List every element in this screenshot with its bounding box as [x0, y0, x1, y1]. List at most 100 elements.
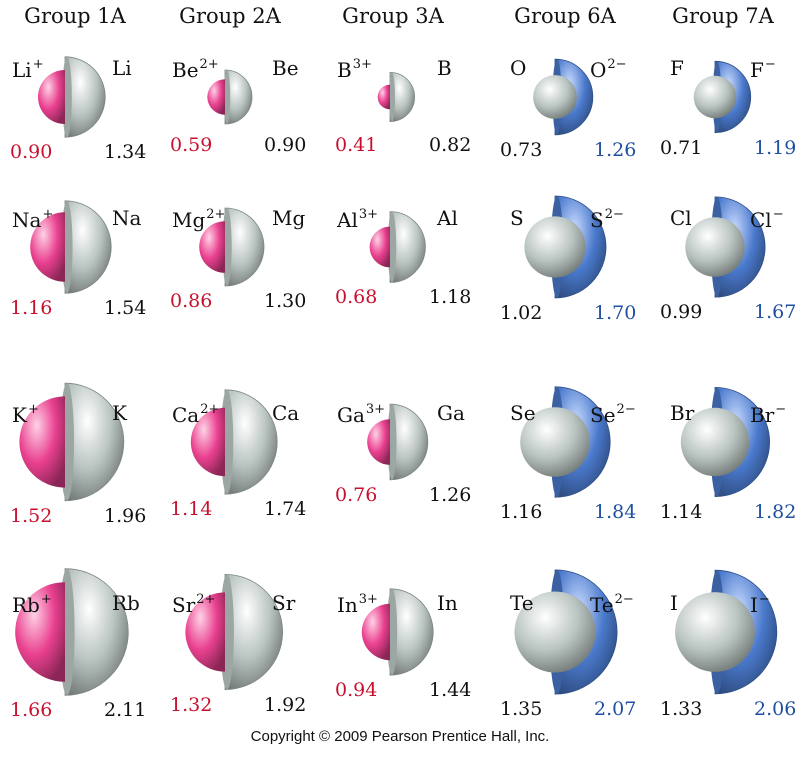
cation-label-ca: Ca2+	[172, 403, 219, 425]
cation-label-be: Be2+	[172, 58, 219, 80]
atom-label-se: Se	[510, 403, 536, 423]
size-comparison-spheres	[361, 588, 434, 676]
cation-label-mg: Mg2+	[172, 208, 225, 230]
element-pair-li: Li+ Li 0.90 1.34	[0, 40, 160, 230]
atom-radius-rb: 2.11	[104, 699, 147, 722]
anion-label-f: F−	[750, 58, 776, 80]
atom-radius-b: 0.82	[429, 134, 472, 156]
atom-radius-li: 1.34	[104, 141, 147, 164]
element-pair-al: Al3+ Al 0.68 1.18	[325, 190, 485, 380]
atom-label-na: Na	[112, 208, 141, 228]
atom-label-ga: Ga	[437, 403, 465, 423]
atom-label-na-symbol: Na	[112, 206, 142, 230]
anion-label-br-symbol: Br	[750, 403, 775, 427]
atom-label-k-symbol: K	[112, 401, 127, 425]
atom-sphere-f	[693, 75, 737, 119]
element-pair-ca: Ca2+ Ca 1.14 1.74	[160, 385, 320, 575]
atom-label-rb: Rb	[112, 593, 140, 613]
atom-label-s: S	[510, 208, 524, 228]
atom-label-ca: Ca	[272, 403, 299, 423]
atom-sphere-br	[680, 407, 750, 477]
anion-label-i-charge: −	[758, 592, 770, 607]
atom-label-te: Te	[510, 593, 534, 613]
anion-label-te-charge: 2−	[614, 592, 634, 607]
cation-label-li: Li+	[12, 58, 44, 80]
atom-sphere-rb	[64, 568, 129, 696]
size-comparison-spheres	[30, 200, 112, 294]
cation-sphere-k	[19, 396, 65, 488]
anion-label-br: Br−	[750, 403, 786, 425]
anion-radius-br: 1.82	[754, 500, 797, 523]
cation-radius-sr: 1.32	[170, 693, 213, 716]
atom-radius-br: 1.14	[660, 500, 703, 523]
cation-sphere-in	[361, 603, 390, 661]
size-comparison-spheres	[367, 403, 429, 481]
atom-label-f-symbol: F	[670, 56, 684, 80]
cation-label-b: B3+	[337, 58, 372, 80]
cation-radius-na: 1.16	[10, 297, 53, 320]
atom-sphere-ca	[224, 389, 278, 495]
cation-sphere-rb	[15, 582, 65, 682]
anion-radius-cl: 1.67	[754, 301, 797, 324]
atom-label-li: Li	[112, 58, 132, 78]
group-header-2a: Group 2A	[179, 4, 281, 28]
cation-label-rb-charge: +	[40, 592, 52, 607]
anion-label-i: I−	[750, 593, 770, 615]
element-pair-f: F F− 0.71 1.19	[650, 40, 800, 230]
atom-radius-cl: 0.99	[660, 301, 703, 324]
anion-radius-f: 1.19	[754, 136, 797, 159]
atom-label-al-symbol: Al	[437, 206, 458, 230]
atom-radius-se: 1.16	[500, 501, 543, 524]
size-comparison-spheres	[680, 386, 770, 498]
element-pair-na: Na+ Na 1.16 1.54	[0, 190, 160, 380]
element-pair-ga: Ga3+ Ga 0.76 1.26	[325, 385, 485, 575]
cation-label-sr-symbol: Sr	[172, 593, 196, 617]
size-comparison-spheres	[524, 195, 607, 299]
group-header-6a: Group 6A	[514, 4, 616, 28]
cation-label-rb-symbol: Rb	[12, 593, 40, 617]
size-comparison-spheres	[185, 573, 283, 691]
atom-sphere-sr	[224, 573, 283, 691]
cation-label-mg-symbol: Mg	[172, 208, 206, 232]
atom-sphere-k	[64, 382, 125, 502]
cation-sphere-be	[207, 79, 225, 115]
atom-label-cl: Cl	[670, 208, 692, 228]
anion-radius-i: 2.06	[754, 697, 797, 720]
atom-label-br-symbol: Br	[670, 401, 695, 425]
cation-label-ga: Ga3+	[337, 403, 385, 425]
atom-label-rb-symbol: Rb	[112, 591, 140, 615]
cation-label-in-symbol: In	[337, 593, 358, 617]
anion-radius-s: 1.70	[594, 302, 637, 324]
element-pair-o: O O2− 0.73 1.26	[490, 40, 650, 230]
atom-label-al: Al	[437, 208, 458, 228]
cation-label-b-charge: 3+	[352, 57, 372, 72]
anion-label-f-symbol: F	[750, 58, 764, 82]
atom-sphere-al	[389, 211, 426, 283]
cation-label-sr: Sr2+	[172, 593, 215, 615]
atom-radius-ga: 1.26	[429, 483, 472, 506]
anion-label-br-charge: −	[775, 402, 787, 417]
anion-label-te-symbol: Te	[590, 593, 614, 617]
element-pair-k: K+ K 1.52 1.96	[0, 382, 160, 575]
atom-sphere-b	[389, 71, 415, 123]
size-comparison-spheres	[190, 389, 278, 495]
atom-radius-k: 1.96	[104, 504, 147, 527]
cation-sphere-al	[369, 226, 390, 268]
cation-label-li-charge: +	[32, 57, 44, 72]
cation-label-ga-charge: 3+	[365, 402, 386, 417]
size-comparison-spheres	[207, 69, 253, 125]
element-pair-rb: Rb+ Rb 1.66 2.11	[0, 568, 160, 765]
atom-sphere-ga	[389, 403, 429, 481]
atom-label-ga-symbol: Ga	[437, 401, 465, 425]
atom-radius-sr: 1.92	[264, 693, 307, 716]
atom-label-k: K	[112, 403, 127, 423]
anion-label-s: S2−	[590, 208, 624, 230]
atom-sphere-rim	[389, 72, 395, 122]
size-comparison-spheres	[675, 569, 778, 695]
size-comparison-spheres	[685, 196, 766, 298]
anion-label-s-symbol: S	[590, 208, 604, 232]
size-comparison-spheres	[520, 386, 611, 498]
size-comparison-spheres	[377, 71, 415, 123]
atom-label-f: F	[670, 58, 684, 78]
